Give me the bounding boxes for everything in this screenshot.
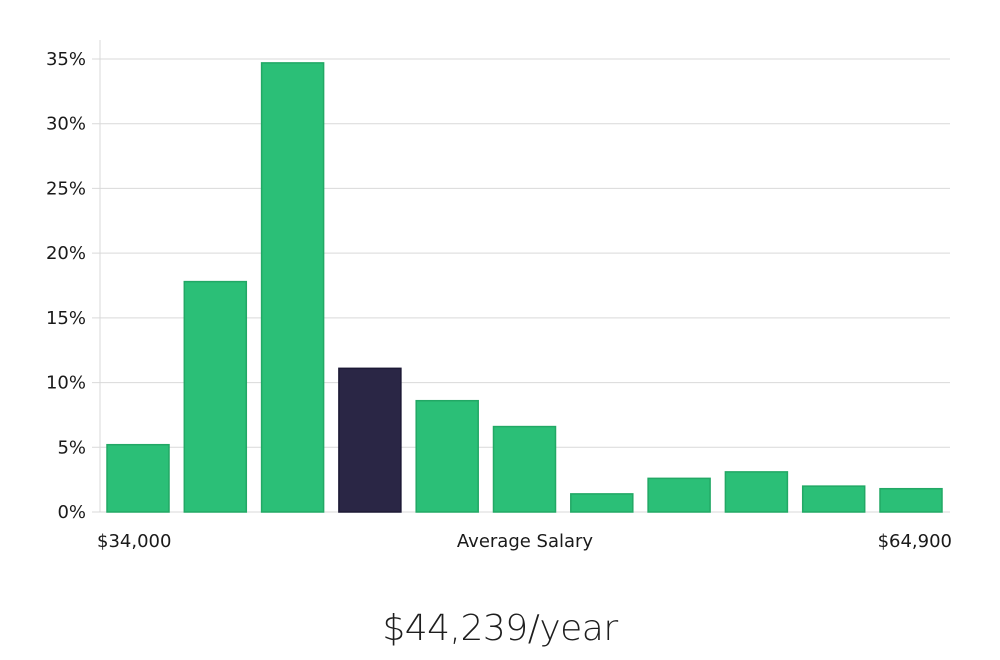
bar bbox=[879, 487, 943, 513]
x-max-label: $64,900 bbox=[878, 531, 952, 552]
bars bbox=[106, 62, 943, 513]
y-tick-label: 35% bbox=[46, 49, 86, 70]
bar bbox=[724, 471, 789, 513]
bar bbox=[647, 477, 711, 513]
bar bbox=[570, 493, 634, 513]
y-tick-label: 5% bbox=[57, 437, 86, 458]
y-tick-label: 20% bbox=[46, 243, 86, 264]
bar bbox=[801, 485, 866, 513]
bar bbox=[260, 62, 325, 513]
y-tick-label: 15% bbox=[46, 308, 86, 329]
bar bbox=[106, 443, 170, 513]
y-axis-ticks: 0% 5% 10% 15% 20% 25% 30% 35% bbox=[46, 49, 86, 523]
y-tick-label: 30% bbox=[46, 114, 86, 135]
chart-svg: 0% 5% 10% 15% 20% 25% 30% 35% $34,000 Average S… bbox=[46, 40, 952, 552]
bar bbox=[492, 425, 557, 513]
y-tick-label: 0% bbox=[57, 502, 86, 523]
y-tick-label: 10% bbox=[46, 373, 86, 394]
bar bbox=[183, 280, 248, 513]
salary-histogram: 0% 5% 10% 15% 20% 25% 30% 35% $34,000 Average S… bbox=[46, 40, 952, 552]
bar bbox=[415, 399, 479, 513]
average-salary-headline: $44,239/year bbox=[382, 608, 618, 649]
x-axis-title: Average Salary bbox=[457, 531, 594, 552]
x-min-label: $34,000 bbox=[97, 531, 171, 552]
y-tick-label: 25% bbox=[46, 178, 86, 199]
bar-highlighted bbox=[338, 367, 402, 513]
